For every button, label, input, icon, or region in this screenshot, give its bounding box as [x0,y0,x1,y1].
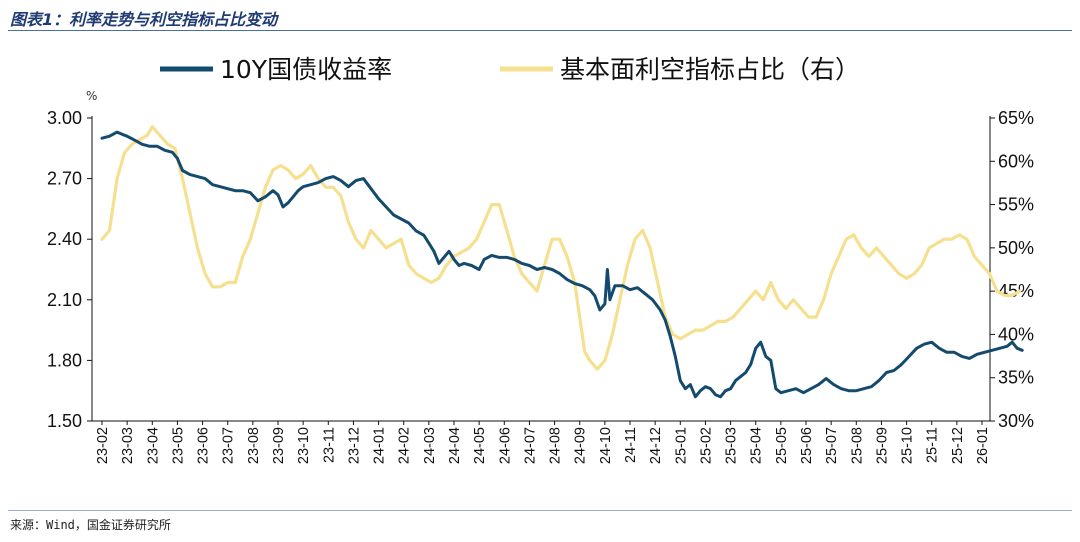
x-axis-tick-label: 25-08 [849,427,865,464]
x-axis-tick-label: 23-02 [95,427,111,464]
right-axis-tick-label: 65% [998,108,1034,128]
x-axis-tick-label: 24-05 [472,427,488,464]
x-axis-tick-label: 23-12 [346,427,362,464]
x-axis-tick-label: 23-04 [145,427,161,464]
x-axis-tick-label: 25-01 [673,427,689,464]
x-axis-tick-label: 23-11 [321,427,337,463]
x-axis-tick-label: 25-03 [724,427,740,464]
x-axis-tick-label: 24-06 [497,427,513,464]
right-axis-tick-label: 35% [998,368,1034,388]
x-axis-tick-label: 26-01 [975,427,991,464]
x-axis-tick-label: 25-07 [824,427,840,464]
series-line-10y-yield [100,130,1024,399]
source-note: 来源：Wind，国金证券研究所 [10,518,171,532]
x-axis-tick-label: 24-10 [598,427,614,464]
x-axis-tick-label: 25-05 [774,427,790,464]
legend-label-series2: 基本面利空指标占比（右） [560,55,860,84]
x-axis-tick-label: 23-05 [170,427,186,464]
x-axis-tick-label: 24-12 [648,427,664,464]
x-axis-tick-label: 25-04 [749,427,765,464]
x-axis-tick-label: 24-11 [623,427,639,463]
x-axis-tick-label: 23-10 [296,427,312,464]
x-axis-tick-label: 24-01 [372,427,388,464]
x-axis-tick-label: 25-02 [698,427,714,464]
left-axis-unit: % [86,89,97,103]
x-axis-tick-label: 23-08 [246,427,262,464]
series-line-bearish-indicator [100,125,1022,371]
x-axis-tick-label: 25-12 [950,427,966,464]
chart-title: 图表1：利率走势与利空指标占比变动 [10,10,278,29]
footer-divider [8,510,1072,511]
x-axis-tick-label: 24-07 [522,427,538,464]
left-axis-tick-label: 2.10 [47,290,82,310]
series-layer [100,125,1024,399]
x-axis-tick-label: 23-03 [120,427,136,464]
axes: 1.50 1.80 2.10 2.40 2.70 3.00 30% 35% 40% 45% 50% 5… [47,108,1034,464]
left-axis-tick-label: 1.50 [47,411,82,431]
x-axis-tick-label: 24-02 [397,427,413,464]
x-axis-tick-label: 24-03 [422,427,438,464]
right-axis-tick-label: 50% [998,238,1034,258]
left-axis-tick-label: 2.70 [47,169,82,189]
left-axis-tick-label: 3.00 [47,108,82,128]
chart-canvas: 10Y国债收益率 基本面利空指标占比（右） % 1.50 1.80 2.10 2.40… [47,55,1034,464]
x-axis-tick-label: 23-07 [221,427,237,464]
x-axis-tick-label: 23-09 [271,427,287,464]
title-divider [8,30,1072,31]
right-axis-tick-label: 55% [998,195,1034,215]
x-axis-tick-label: 25-11 [925,427,941,463]
x-axis-tick-label: 25-10 [900,427,916,464]
legend: 10Y国债收益率 基本面利空指标占比（右） [160,55,860,84]
right-axis-tick-label: 30% [998,411,1034,431]
legend-label-series1: 10Y国债收益率 [220,55,392,84]
right-axis-tick-label: 60% [998,151,1034,171]
x-axis-tick-label: 25-09 [874,427,890,464]
x-axis-tick-label: 25-06 [799,427,815,464]
x-axis-tick-label: 24-04 [447,427,463,464]
x-axis-tick-label: 24-09 [573,427,589,464]
right-axis-tick-label: 45% [998,281,1034,301]
left-axis-tick-label: 2.40 [47,229,82,249]
x-axis-tick-label: 24-08 [548,427,564,464]
left-axis-tick-label: 1.80 [47,350,82,370]
x-axis-tick-label: 23-06 [196,427,212,464]
right-axis-tick-label: 40% [998,324,1034,344]
